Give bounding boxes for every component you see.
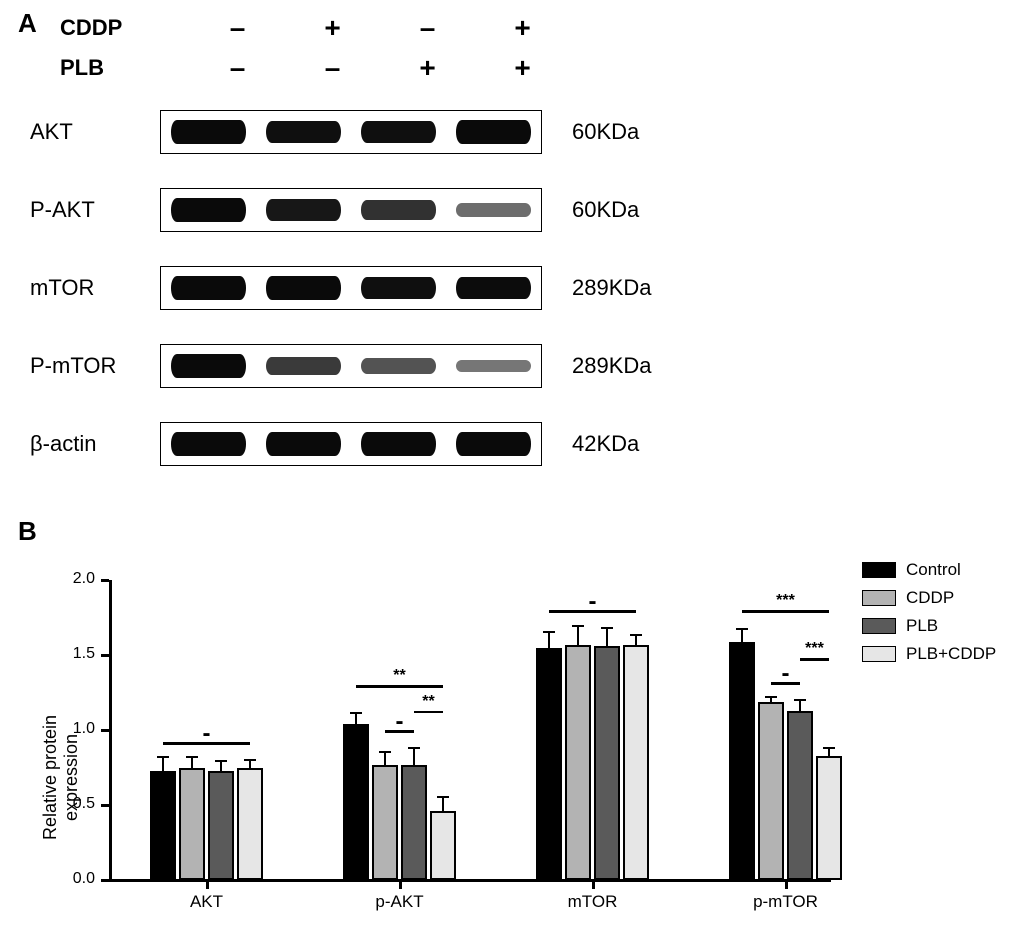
ytick-label: 1.5 xyxy=(55,645,95,663)
error-cap xyxy=(437,796,449,798)
chart-bar xyxy=(237,768,263,881)
xtick xyxy=(399,881,402,889)
xtick xyxy=(785,881,788,889)
x-category-label: p-AKT xyxy=(340,892,460,912)
error-stem xyxy=(384,751,386,765)
y-axis-title: Relative proteinexpression xyxy=(40,715,82,840)
error-cap xyxy=(408,747,420,749)
error-stem xyxy=(577,625,579,645)
ytick xyxy=(101,804,109,807)
error-stem xyxy=(741,628,743,642)
error-stem xyxy=(548,631,550,648)
chart-bar xyxy=(594,646,620,880)
ytick xyxy=(101,654,109,657)
significance-label: ** xyxy=(370,667,430,685)
legend-label: PLB+CDDP xyxy=(906,644,996,664)
legend-swatch xyxy=(862,618,896,634)
chart-bar xyxy=(816,756,842,881)
chart-bar xyxy=(179,768,205,881)
chart-bar xyxy=(536,648,562,881)
ytick xyxy=(101,729,109,732)
error-cap xyxy=(244,759,256,761)
legend-swatch xyxy=(862,646,896,662)
error-cap xyxy=(601,627,613,629)
significance-label: - xyxy=(563,588,623,616)
error-cap xyxy=(823,747,835,749)
y-axis xyxy=(109,580,112,880)
x-category-label: AKT xyxy=(147,892,267,912)
legend-label: CDDP xyxy=(906,588,954,608)
xtick xyxy=(592,881,595,889)
figure-root: A CDDP–+–+PLB––++AKT60KDaP-AKT60KDamTOR2… xyxy=(0,0,1020,926)
significance-line xyxy=(742,610,829,613)
x-category-label: p-mTOR xyxy=(726,892,846,912)
error-cap xyxy=(794,699,806,701)
legend-item: PLB+CDDP xyxy=(862,644,996,664)
chart-bar xyxy=(401,765,427,881)
chart-bar xyxy=(758,702,784,881)
error-cap xyxy=(765,696,777,698)
chart-bar xyxy=(150,771,176,881)
legend-swatch xyxy=(862,562,896,578)
significance-label: - xyxy=(177,720,237,748)
significance-label: - xyxy=(756,660,816,688)
x-category-label: mTOR xyxy=(533,892,653,912)
significance-line xyxy=(356,685,443,688)
bar-chart: 0.00.51.01.52.0Relative proteinexpressio… xyxy=(0,0,1020,926)
error-cap xyxy=(630,634,642,636)
legend-swatch xyxy=(862,590,896,606)
error-cap xyxy=(736,628,748,630)
legend-item: Control xyxy=(862,560,996,580)
ytick-label: 0.0 xyxy=(55,870,95,888)
ytick xyxy=(101,879,109,882)
legend-label: Control xyxy=(906,560,961,580)
chart-legend: Control CDDP PLB PLB+CDDP xyxy=(862,560,996,672)
chart-bar xyxy=(787,711,813,881)
error-cap xyxy=(543,631,555,633)
error-cap xyxy=(186,756,198,758)
ytick-label: 2.0 xyxy=(55,570,95,588)
significance-line xyxy=(414,711,443,714)
significance-label: *** xyxy=(756,592,816,610)
error-cap xyxy=(157,756,169,758)
error-stem xyxy=(606,627,608,647)
error-cap xyxy=(379,751,391,753)
chart-bar xyxy=(208,771,234,881)
error-stem xyxy=(413,747,415,765)
significance-line xyxy=(800,658,829,661)
chart-bar xyxy=(729,642,755,881)
legend-item: PLB xyxy=(862,616,996,636)
error-cap xyxy=(572,625,584,627)
xtick xyxy=(206,881,209,889)
significance-label: ** xyxy=(399,693,459,711)
chart-bar xyxy=(430,811,456,880)
significance-label: *** xyxy=(785,640,845,658)
error-cap xyxy=(215,760,227,762)
ytick xyxy=(101,579,109,582)
chart-bar xyxy=(343,724,369,880)
chart-bar xyxy=(565,645,591,881)
error-stem xyxy=(442,796,444,811)
error-stem xyxy=(162,756,164,771)
chart-bar xyxy=(372,765,398,881)
chart-bar xyxy=(623,645,649,881)
legend-label: PLB xyxy=(906,616,938,636)
legend-item: CDDP xyxy=(862,588,996,608)
error-cap xyxy=(350,712,362,714)
